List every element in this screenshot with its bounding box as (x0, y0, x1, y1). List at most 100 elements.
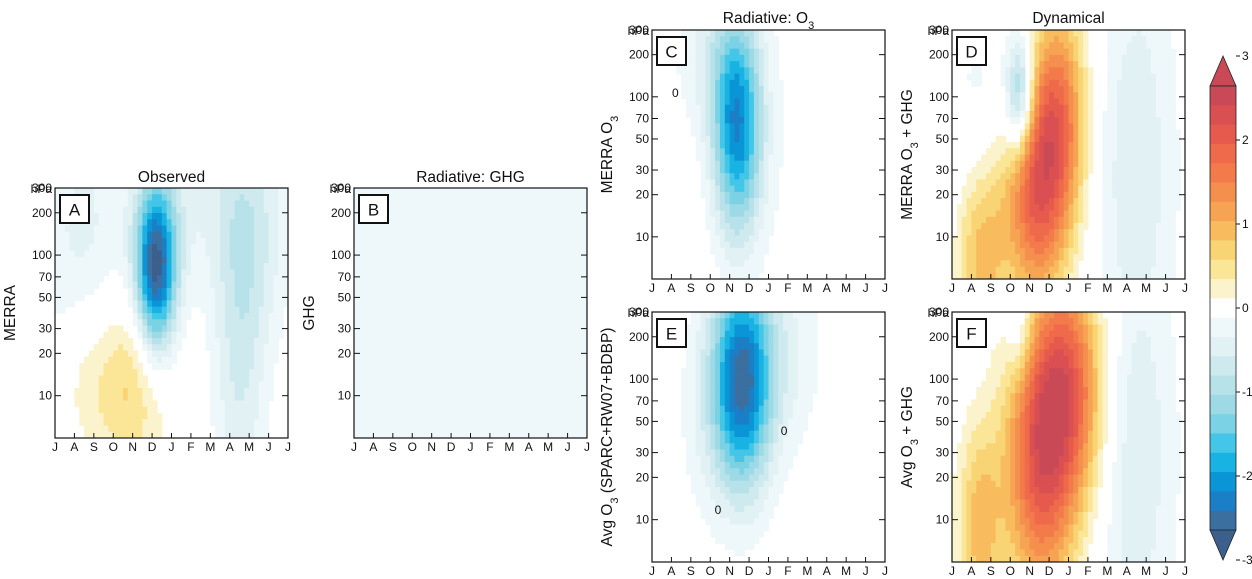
y-axis-label: MERRA O3 (599, 116, 621, 194)
heatmap-cell (249, 306, 255, 314)
heatmap-cell (249, 250, 255, 258)
heatmap-cell (685, 86, 692, 93)
heatmap-cell (417, 300, 423, 308)
heatmap-cell (446, 250, 452, 258)
heatmap-cell (729, 160, 736, 168)
heatmap-cell (283, 194, 288, 202)
heatmap-cell (1053, 135, 1060, 143)
heatmap-cell (768, 191, 774, 199)
heatmap-cell (122, 344, 129, 352)
heatmap-cell (724, 166, 731, 174)
heatmap-cell (480, 300, 486, 308)
heatmap-cell (387, 344, 394, 352)
heatmap-cell (562, 206, 569, 214)
heatmap-cell (485, 275, 491, 283)
heatmap-cell (758, 191, 765, 199)
heatmap-cell (557, 413, 564, 420)
heatmap-cell (705, 210, 711, 218)
heatmap-cell (710, 86, 716, 93)
heatmap-cell (113, 325, 119, 333)
heatmap-cell (122, 400, 129, 408)
heatmap-cell (1063, 198, 1070, 205)
heatmap-cell (729, 42, 736, 50)
heatmap-cell (387, 300, 394, 308)
heatmap-cell (460, 281, 467, 289)
heatmap-cell (1058, 191, 1065, 199)
heatmap-cell (147, 263, 153, 270)
heatmap-cell (475, 369, 481, 377)
heatmap-cell (577, 419, 583, 427)
heatmap-cell (1015, 61, 1021, 68)
heatmap-cell (373, 406, 379, 414)
heatmap-cell (190, 288, 197, 295)
heatmap-cell (695, 104, 702, 112)
heatmap-cell (224, 306, 231, 314)
heatmap-cell (1019, 191, 1026, 199)
heatmap-cell (763, 198, 770, 205)
heatmap-cell (278, 206, 284, 214)
heatmap-cell (572, 219, 578, 227)
heatmap-cell (436, 425, 442, 433)
heatmap-cell (152, 238, 158, 245)
heatmap-cell (990, 260, 997, 268)
heatmap-cell (719, 191, 726, 199)
heatmap-cell (744, 79, 750, 87)
x-tick-label: J (766, 281, 772, 295)
heatmap-cell (210, 419, 216, 427)
heatmap-cell (734, 129, 740, 137)
heatmap-cell (166, 313, 173, 320)
heatmap-cell (84, 188, 90, 195)
heatmap-cell (763, 86, 770, 93)
heatmap-cell (567, 219, 574, 227)
heatmap-cell (93, 394, 100, 402)
heatmap-cell (1034, 86, 1040, 93)
heatmap-cell (489, 375, 496, 383)
heatmap-cell (494, 413, 501, 420)
heatmap-cell (431, 244, 438, 252)
heatmap-cell (480, 213, 486, 220)
heatmap-cell (354, 206, 360, 214)
heatmap-cell (976, 191, 982, 199)
heatmap-cell (278, 188, 284, 195)
heatmap-cell (79, 231, 85, 239)
heatmap-cell (1049, 92, 1055, 100)
heatmap-cell (108, 425, 114, 433)
heatmap-cell (147, 350, 153, 358)
heatmap-cell (734, 148, 740, 156)
heatmap-cell (84, 425, 90, 433)
heatmap-cell (1044, 198, 1050, 205)
heatmap-cell (1034, 117, 1040, 124)
heatmap-cell (710, 30, 716, 37)
heatmap-cell (739, 204, 745, 212)
heatmap-cell (368, 413, 375, 420)
heatmap-cell (358, 369, 365, 377)
heatmap-cell (1015, 86, 1021, 93)
heatmap-cell (166, 300, 173, 308)
heatmap-cell (1010, 42, 1016, 50)
heatmap-cell (1015, 48, 1021, 56)
heatmap-cell (548, 300, 554, 308)
heatmap-cell (59, 288, 66, 295)
heatmap-cell (55, 263, 61, 270)
heatmap-cell (744, 266, 750, 274)
heatmap-cell (373, 356, 379, 364)
heatmap-cell (749, 229, 755, 237)
heatmap-cell (460, 419, 467, 427)
heatmap-cell (229, 319, 236, 327)
heatmap-cell (1058, 260, 1065, 268)
heatmap-cell (421, 325, 428, 333)
heatmap-cell (548, 206, 554, 214)
heatmap-cell (690, 98, 697, 106)
heatmap-cell (88, 219, 95, 227)
heatmap-cell (93, 350, 100, 358)
heatmap-cell (176, 188, 182, 195)
heatmap-cell (358, 288, 365, 295)
heatmap-cell (147, 425, 153, 433)
heatmap-cell (1019, 254, 1026, 261)
heatmap-cell (1058, 222, 1065, 230)
heatmap-cell (358, 363, 365, 370)
heatmap-cell (224, 250, 231, 258)
heatmap-cell (412, 413, 418, 420)
heatmap-cell (715, 54, 721, 62)
